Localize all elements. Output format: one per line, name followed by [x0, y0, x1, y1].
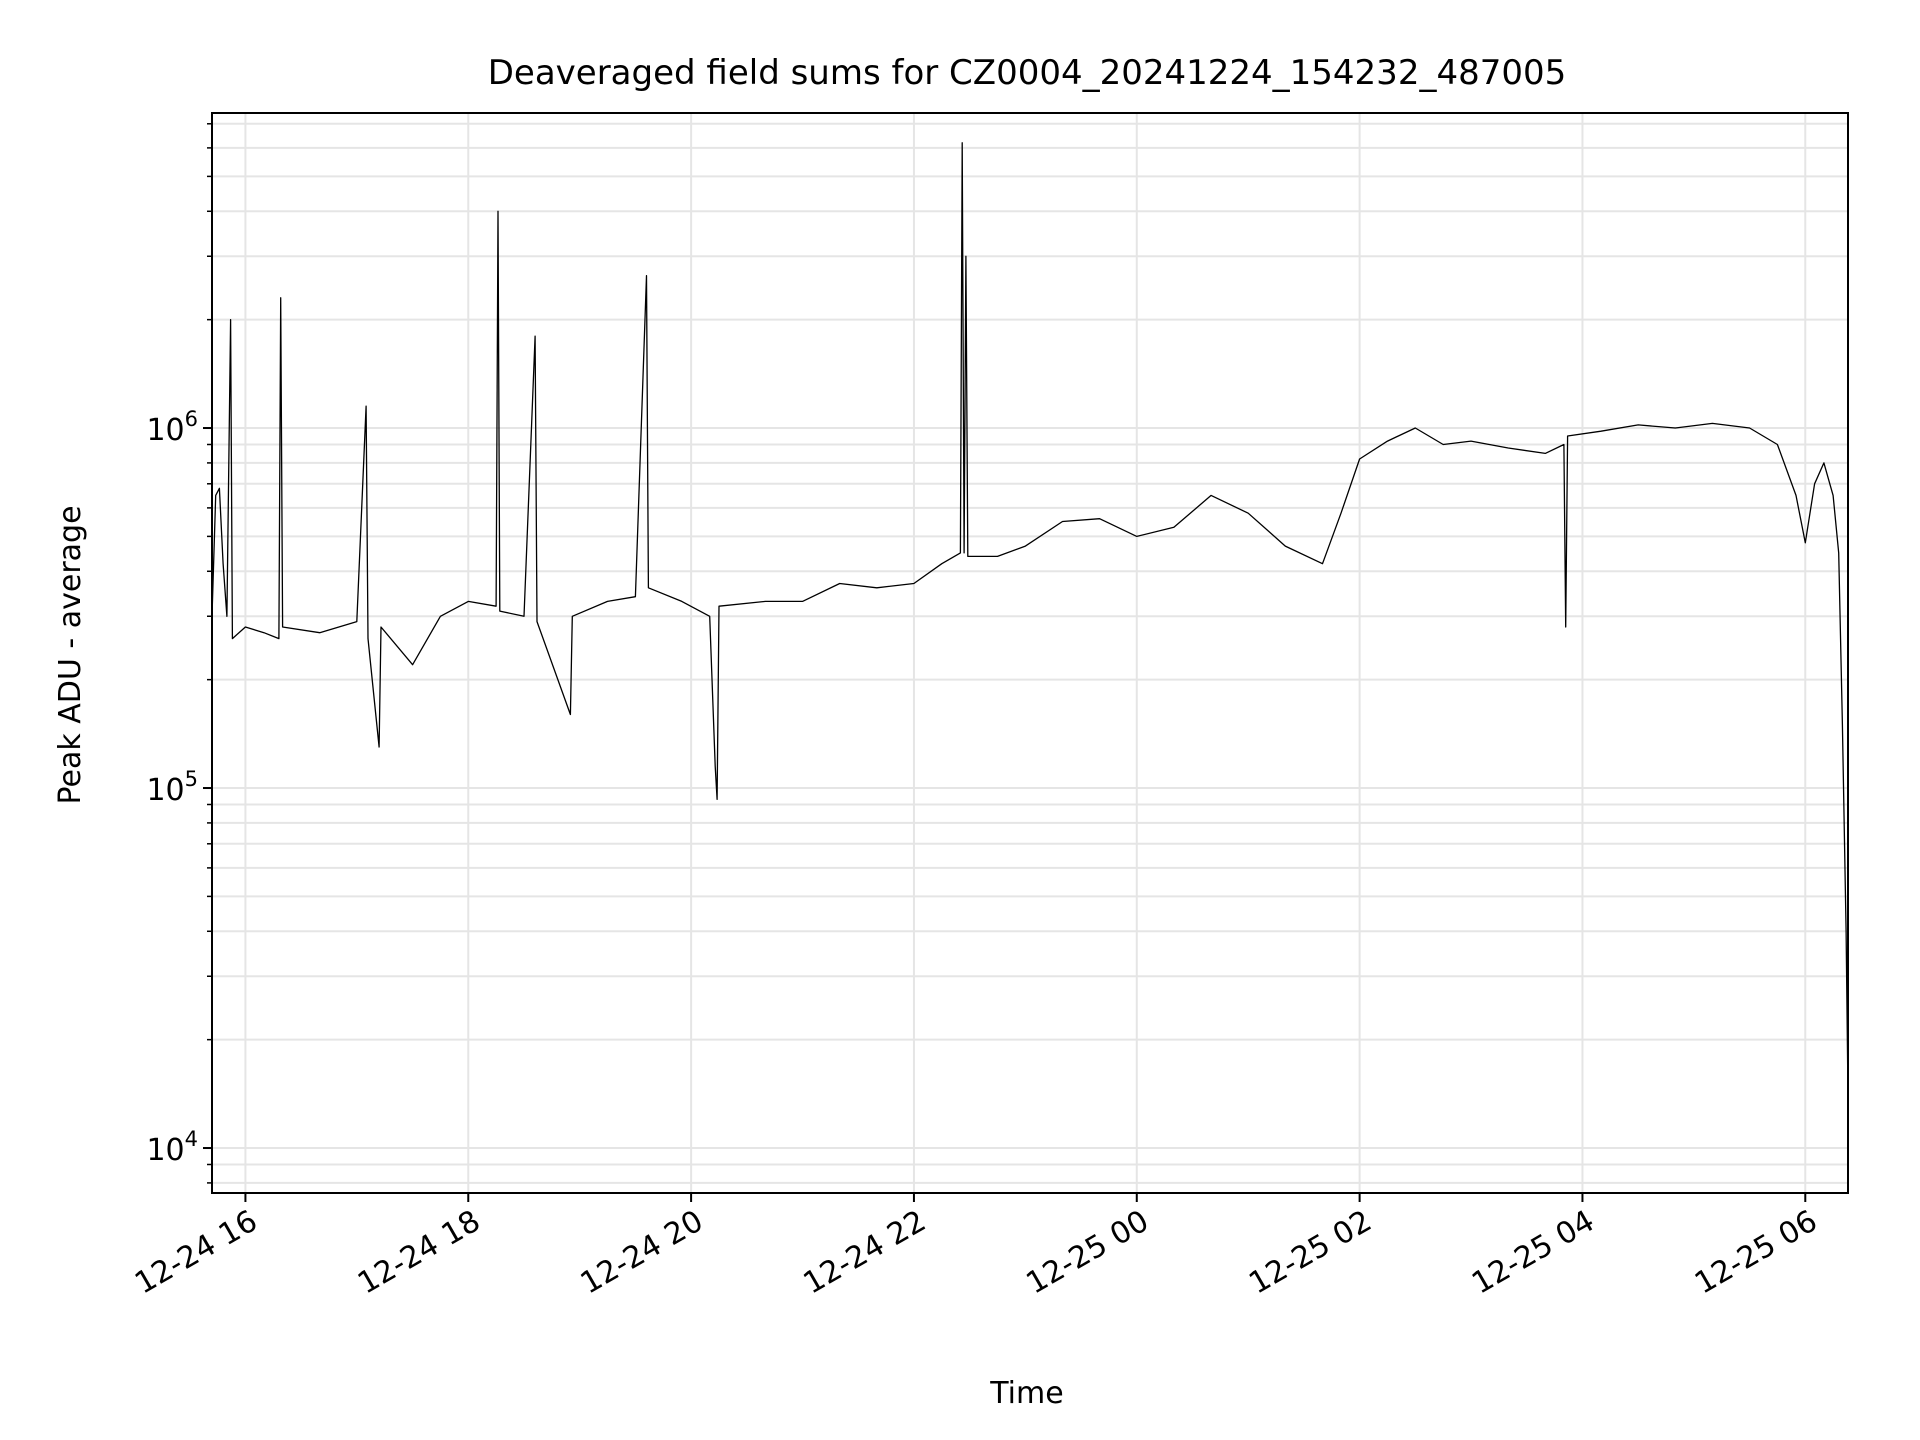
- y-axis-label: Peak ADU - average: [53, 505, 88, 804]
- y-tick-label: 105: [146, 767, 198, 808]
- series-line: [211, 142, 1849, 1096]
- grid-major: [212, 113, 1848, 1193]
- y-tick-exponent: 4: [185, 1127, 198, 1151]
- grid-minor: [212, 122, 1848, 1184]
- y-tick-exponent: 6: [185, 407, 198, 431]
- chart-title: Deaveraged field sums for CZ0004_2024122…: [488, 53, 1567, 93]
- plot-area: [211, 142, 1849, 1096]
- y-tick-exponent: 5: [185, 767, 198, 791]
- x-axis-label: Time: [989, 1376, 1063, 1411]
- axes-frame: [211, 112, 1849, 1194]
